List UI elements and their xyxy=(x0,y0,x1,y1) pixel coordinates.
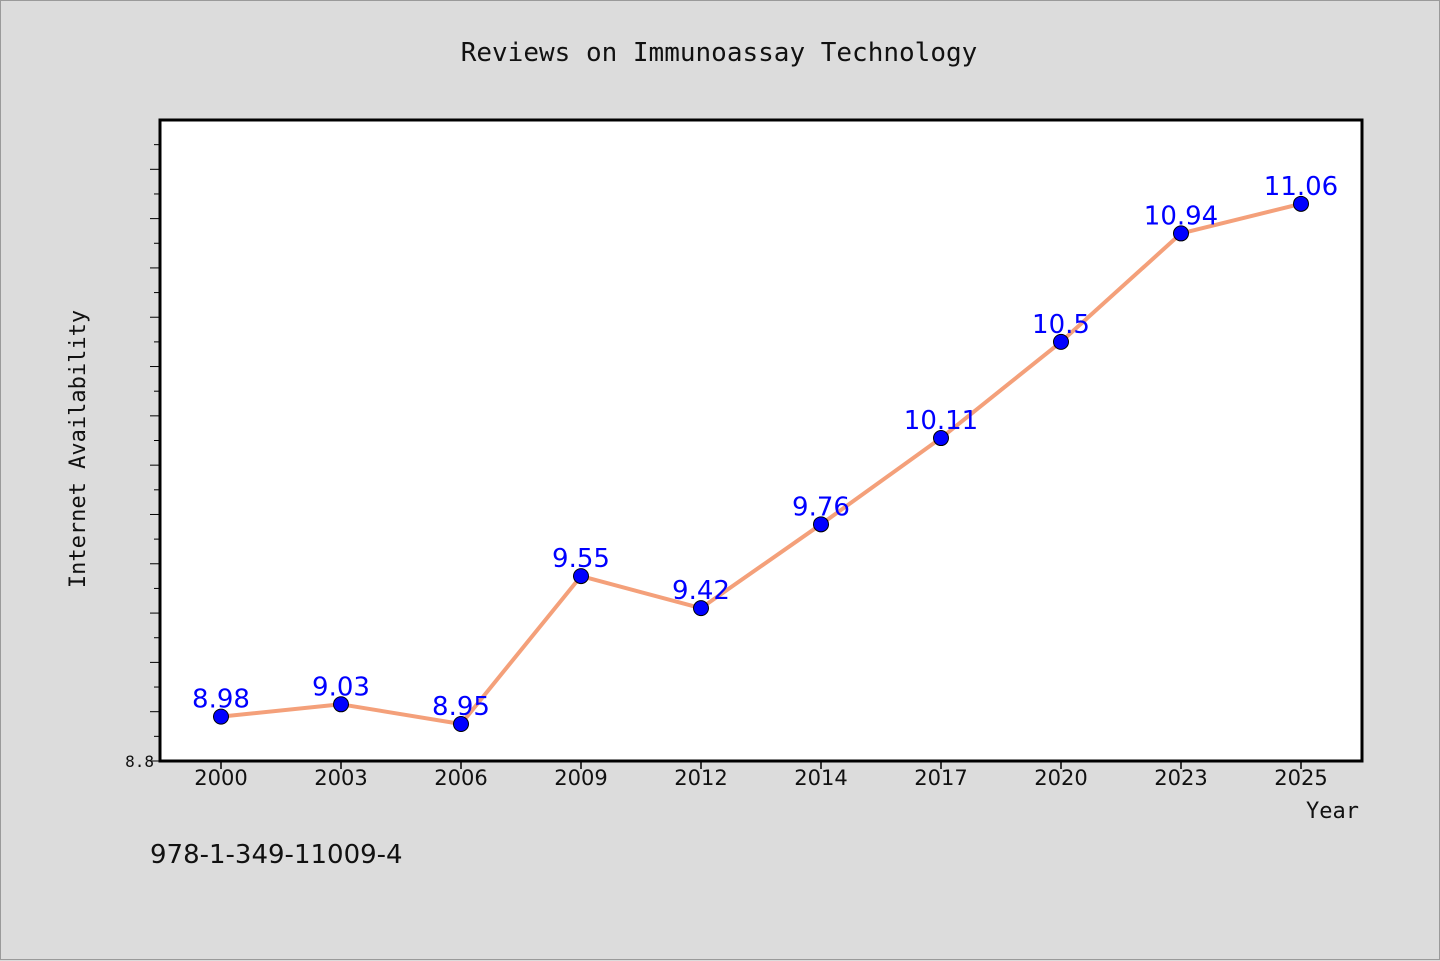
series-polyline xyxy=(220,201,1302,727)
data-label: 9.55 xyxy=(552,544,610,574)
data-label: 10.5 xyxy=(1032,310,1090,340)
data-label: 11.06 xyxy=(1264,172,1338,202)
x-axis-ticks xyxy=(220,761,1302,769)
data-markers xyxy=(213,195,1309,733)
data-point xyxy=(693,600,709,617)
data-point xyxy=(573,568,589,585)
series-line xyxy=(220,201,1302,727)
data-labels: 8.98 9.03 8.95 9.55 9.42 9.76 10.11 10.5 10.94 11… xyxy=(192,172,1338,722)
data-point xyxy=(453,716,469,733)
x-tick-label: 2009 xyxy=(554,766,607,790)
x-tick-labels: 2000 2003 2006 2009 2012 2014 2017 2020 2023 2025 xyxy=(194,766,1327,790)
data-label: 9.42 xyxy=(672,576,730,606)
x-tick-label: 2020 xyxy=(1034,766,1087,790)
data-point xyxy=(1293,195,1309,212)
x-tick-label: 2025 xyxy=(1274,766,1327,790)
x-tick-label: 2017 xyxy=(914,766,967,790)
data-label: 8.98 xyxy=(192,685,250,715)
chart-title: Reviews on Immunoassay Technology xyxy=(461,38,978,68)
data-point xyxy=(333,696,349,713)
plot-area xyxy=(158,118,1364,763)
x-axis-title: Year xyxy=(1306,799,1359,824)
data-point xyxy=(933,430,949,447)
data-label: 10.94 xyxy=(1144,201,1218,231)
data-point xyxy=(1053,333,1069,350)
x-tick-label: 2000 xyxy=(194,766,247,790)
y-tick-label: 8.8 xyxy=(125,752,154,771)
x-tick-label: 2006 xyxy=(434,766,487,790)
x-tick-label: 2003 xyxy=(314,766,367,790)
footnote-isbn: 978-1-349-11009-4 xyxy=(150,840,403,870)
data-label: 8.95 xyxy=(432,692,490,722)
data-label: 10.11 xyxy=(904,406,978,436)
x-tick-label: 2012 xyxy=(674,766,727,790)
data-label: 9.76 xyxy=(792,492,850,522)
data-point xyxy=(213,708,229,725)
data-label: 9.03 xyxy=(312,672,370,702)
data-point xyxy=(1173,225,1189,242)
x-tick-label: 2023 xyxy=(1154,766,1207,790)
data-point xyxy=(813,516,829,533)
y-axis-ticks xyxy=(150,144,160,762)
y-axis-title: Internet Availability xyxy=(66,310,91,588)
x-tick-label: 2014 xyxy=(794,766,847,790)
